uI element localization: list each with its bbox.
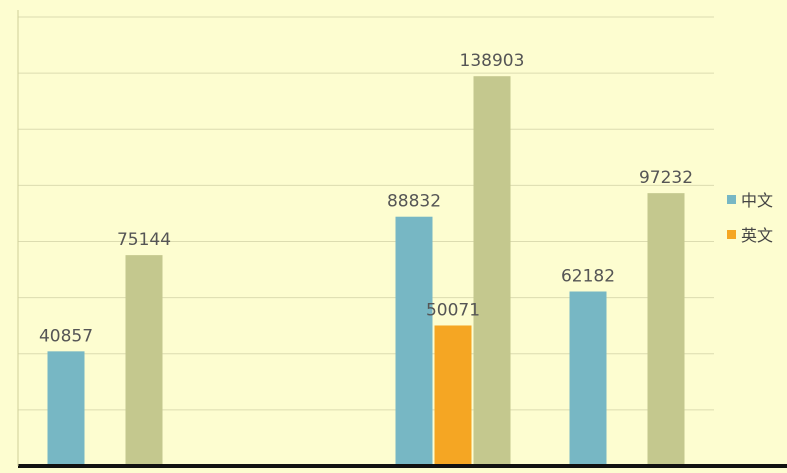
bar [125,255,163,466]
bars [47,76,685,466]
legend-label: 中文 [741,191,773,210]
data-label: 138903 [460,51,525,71]
data-label: 40857 [39,326,93,346]
data-label: 75144 [117,230,171,250]
data-label: 62182 [561,267,615,287]
bar [647,193,685,466]
data-label: 88832 [387,192,441,212]
bar [434,325,472,466]
legend-swatch [727,230,736,239]
bar [47,351,85,466]
bar [473,76,511,466]
bar [395,216,433,466]
data-label: 50071 [426,300,480,320]
value-labels: 40857 88832 62182 50071 75144 138903 97232 [39,51,693,346]
legend-swatch [727,195,736,204]
data-label: 97232 [639,168,693,188]
bar [569,291,607,466]
legend-label: 英文 [741,226,773,245]
